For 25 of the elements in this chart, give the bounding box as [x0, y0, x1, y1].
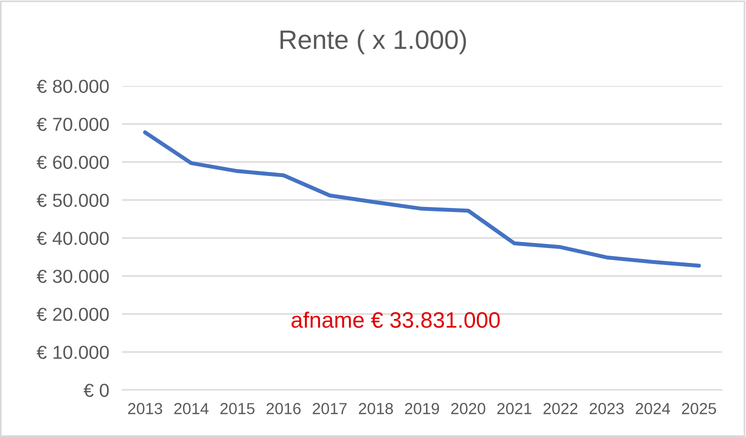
x-tick-label: 2022 [544, 402, 578, 414]
x-tick-label: 2024 [636, 402, 670, 414]
y-tick-label: € 10.000 [36, 346, 109, 359]
y-tick-label: € 60.000 [36, 156, 109, 169]
x-tick-label: 2018 [358, 402, 393, 414]
y-tick-label: € 80.000 [36, 80, 109, 93]
y-tick-label: € 30.000 [36, 270, 109, 283]
x-tick-label: 2016 [266, 402, 301, 414]
x-tick-label: 2014 [174, 402, 209, 414]
x-tick-label: 2019 [405, 402, 440, 414]
x-tick-label: 2025 [682, 402, 716, 414]
x-tick-label: 2021 [497, 402, 532, 414]
y-tick-label: € 70.000 [36, 118, 109, 131]
x-tick-label: 2015 [220, 402, 254, 414]
x-tick-label: 2020 [451, 402, 486, 414]
x-tick-label: 2023 [590, 402, 624, 414]
y-tick-label: € 20.000 [36, 308, 109, 321]
y-tick-label: € 0 [84, 384, 109, 397]
line-series [143, 130, 701, 268]
x-tick-label: 2013 [128, 402, 162, 414]
x-tick-label: 2017 [312, 402, 347, 414]
chart-title: Rente ( x 1.000) [280, 30, 466, 54]
annotation: afname € 33.831.000 [292, 312, 500, 328]
y-tick-label: € 40.000 [36, 232, 109, 245]
y-tick-label: € 50.000 [36, 194, 109, 207]
